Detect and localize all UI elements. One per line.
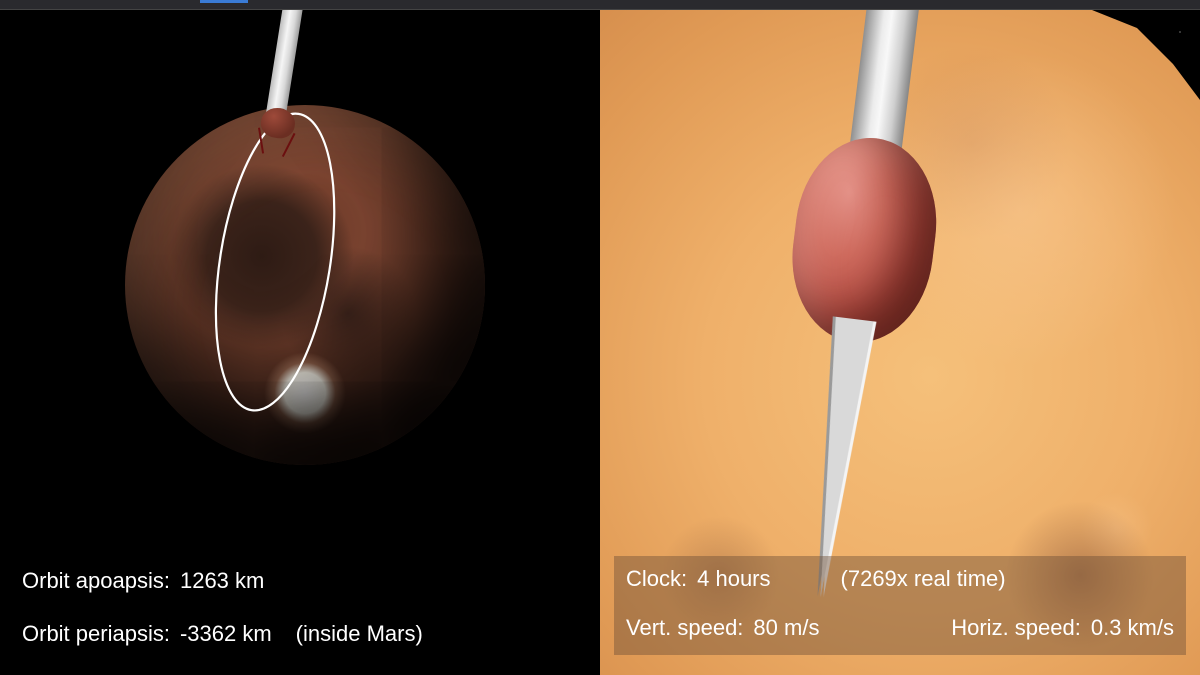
clock-note: (7269x real time): [841, 566, 1006, 592]
vert-speed-label: Vert. speed:: [626, 615, 743, 641]
hud-left: Orbit apoapsis: 1263 km Orbit periapsis:…: [22, 568, 423, 647]
clock-label: Clock:: [626, 566, 687, 592]
spacecraft-near: [690, 10, 1026, 623]
mars-planet-icon: [125, 105, 485, 465]
orbital-view-pane[interactable]: Orbit apoapsis: 1263 km Orbit periapsis:…: [0, 10, 600, 675]
vert-speed-value: 80 m/s: [753, 615, 819, 641]
horiz-speed-value: 0.3 km/s: [1091, 615, 1174, 641]
apoapsis-readout: Orbit apoapsis: 1263 km: [22, 568, 423, 594]
titlebar-accent: [200, 0, 248, 3]
apoapsis-label: Orbit apoapsis:: [22, 568, 170, 594]
speed-readouts: Vert. speed: 80 m/s Horiz. speed: 0.3 km…: [626, 615, 1174, 641]
apoapsis-value: 1263 km: [180, 568, 264, 594]
vert-speed-readout: Vert. speed: 80 m/s: [626, 615, 819, 641]
hud-right: Clock: 4 hours (7269x real time) Vert. s…: [614, 556, 1186, 655]
clock-readout: Clock: 4 hours (7269x real time): [626, 566, 1174, 592]
periapsis-label: Orbit periapsis:: [22, 621, 170, 647]
viewport-split: Orbit apoapsis: 1263 km Orbit periapsis:…: [0, 10, 1200, 675]
horiz-speed-label: Horiz. speed:: [951, 615, 1081, 641]
window-titlebar: [0, 0, 1200, 10]
periapsis-readout: Orbit periapsis: -3362 km (inside Mars): [22, 621, 423, 647]
periapsis-value: -3362 km: [180, 621, 272, 647]
horiz-speed-readout: Horiz. speed: 0.3 km/s: [951, 615, 1174, 641]
periapsis-note: (inside Mars): [296, 621, 423, 647]
chase-view-pane[interactable]: Clock: 4 hours (7269x real time) Vert. s…: [600, 10, 1200, 675]
clock-value: 4 hours: [697, 566, 770, 592]
starfield: [1020, 10, 1200, 100]
